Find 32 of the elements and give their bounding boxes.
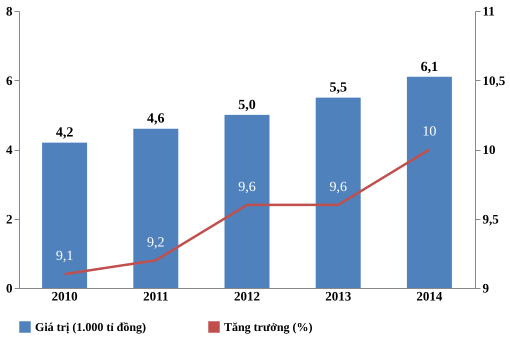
data-label: 9,6 xyxy=(238,180,256,195)
data-label: 9,2 xyxy=(147,235,165,250)
x-tick-label: 2012 xyxy=(234,288,260,304)
y2-tick-label: 9 xyxy=(482,280,490,296)
legend-label: Giá trị (1.000 tỉ đồng) xyxy=(35,320,146,334)
data-label: 10 xyxy=(422,124,436,140)
y-tick-label: 2 xyxy=(6,211,12,226)
x-tick-label: 2014 xyxy=(416,288,443,304)
bar xyxy=(406,76,452,288)
bar xyxy=(316,98,361,288)
data-label: 6,1 xyxy=(420,60,438,75)
data-label: 4,6 xyxy=(147,112,165,127)
y-tick-label: 4 xyxy=(6,142,13,157)
y-tick-label: 0 xyxy=(6,280,12,296)
x-tick-label: 2010 xyxy=(52,288,78,304)
data-label: 9,1 xyxy=(56,249,74,264)
y2-tick-label: 9,5 xyxy=(482,211,500,226)
y-tick-label: 8 xyxy=(6,4,13,18)
bar xyxy=(224,114,270,288)
y2-tick-label: 10 xyxy=(482,142,496,157)
data-label: 5,5 xyxy=(329,80,347,96)
data-label: 5,0 xyxy=(238,98,256,113)
legend-label: Tăng trưởng (%) xyxy=(224,320,313,334)
y-tick-label: 6 xyxy=(6,72,13,88)
bar xyxy=(42,142,88,288)
data-label: 4,2 xyxy=(56,126,74,141)
y2-tick-label: 11 xyxy=(482,4,495,18)
x-tick-label: 2011 xyxy=(143,288,168,304)
y2-tick-label: 10,5 xyxy=(482,72,506,88)
x-tick-label: 2013 xyxy=(325,288,352,304)
data-label: 9,6 xyxy=(329,180,347,195)
bar xyxy=(133,128,178,288)
